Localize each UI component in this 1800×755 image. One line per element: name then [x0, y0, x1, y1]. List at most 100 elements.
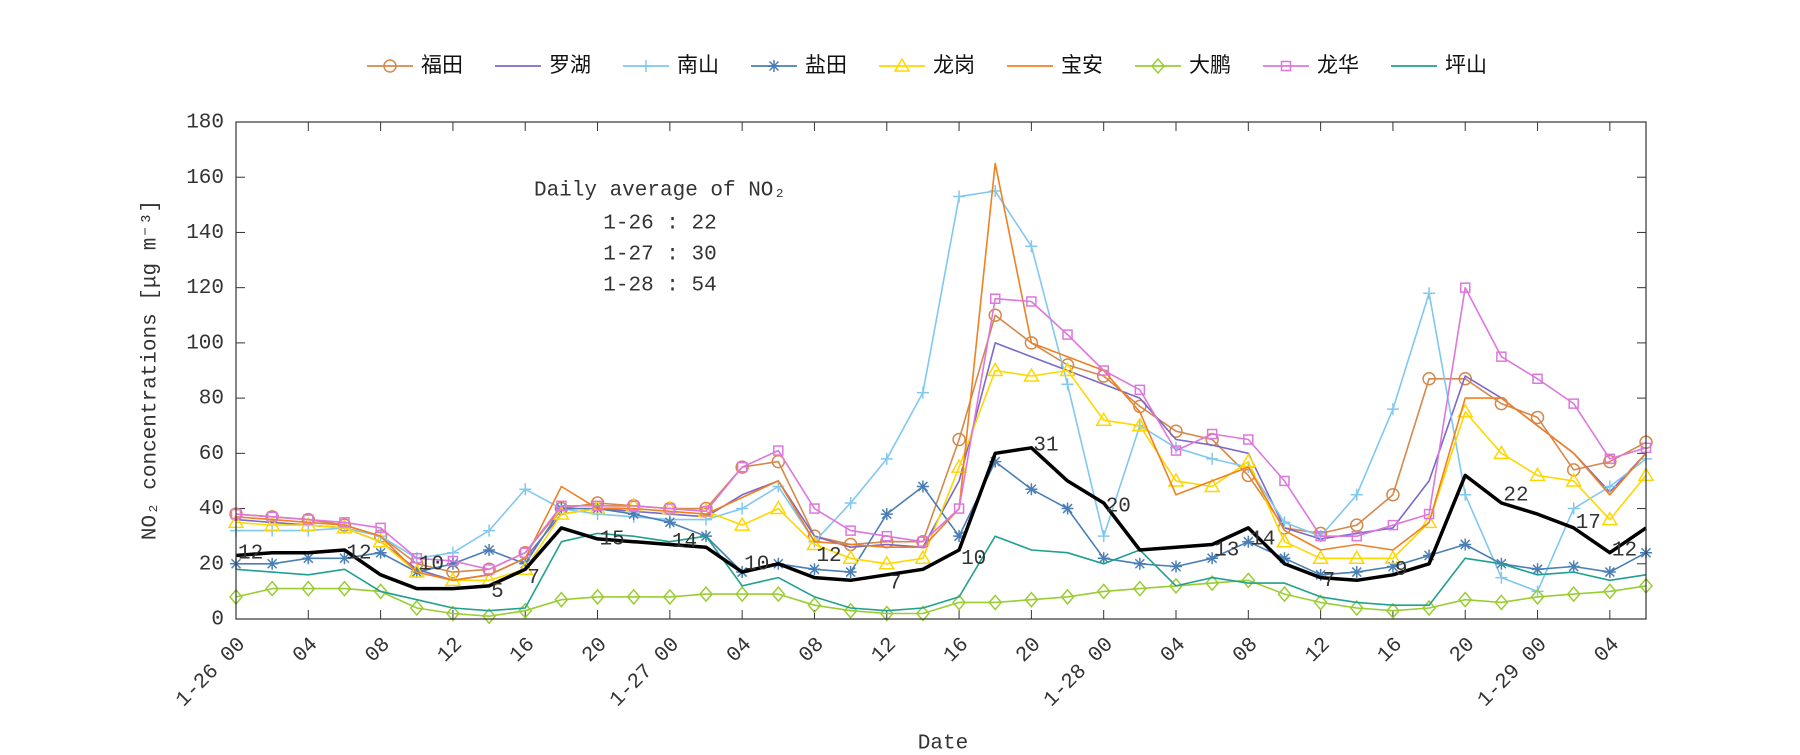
marker	[1459, 488, 1472, 501]
marker	[663, 516, 676, 529]
y-tick-label: 40	[199, 498, 224, 521]
marker	[1315, 530, 1326, 542]
annotation: 10	[419, 553, 444, 576]
y-tick-label: 20	[199, 553, 224, 576]
marker	[411, 553, 423, 564]
legend-label: 宝安	[1061, 53, 1103, 77]
marker	[447, 555, 459, 567]
marker	[1313, 594, 1328, 611]
annotation: 5	[491, 581, 504, 604]
text-box-line: 1-28 : 54	[603, 275, 716, 298]
annotation: 7	[527, 567, 540, 590]
marker	[337, 580, 352, 597]
marker	[1386, 403, 1399, 416]
marker	[1385, 602, 1400, 619]
x-tick-label: 1-27 00	[606, 634, 685, 713]
marker	[1495, 571, 1508, 584]
marker	[1243, 434, 1254, 445]
marker	[1206, 428, 1218, 440]
x-tick-label: 04	[289, 634, 323, 668]
marker	[1060, 588, 1075, 606]
x-tick-label: 20	[1012, 634, 1046, 668]
y-tick-label: 160	[186, 167, 224, 190]
marker	[1276, 533, 1293, 548]
annotation: 31	[1033, 435, 1058, 458]
marker	[1602, 583, 1617, 600]
marker	[1567, 560, 1580, 573]
marker	[1494, 594, 1509, 611]
series-line	[235, 446, 1647, 591]
marker	[1279, 475, 1290, 487]
marker	[1423, 549, 1436, 562]
marker	[266, 511, 278, 523]
marker	[1170, 445, 1182, 456]
x-tick-label: 08	[795, 634, 829, 668]
marker	[1349, 599, 1364, 617]
marker	[1314, 568, 1327, 581]
legend-label: 大鹏	[1189, 53, 1231, 77]
marker	[733, 516, 751, 531]
marker	[1025, 483, 1038, 496]
marker	[989, 185, 1002, 198]
y-tick-label: 0	[211, 609, 224, 632]
marker	[1203, 477, 1221, 493]
x-tick-label: 04	[1157, 634, 1191, 668]
marker	[1531, 563, 1544, 576]
marker	[809, 503, 820, 514]
x-tick-label: 08	[361, 634, 395, 668]
marker	[988, 308, 1002, 323]
marker	[1387, 519, 1399, 531]
marker	[1098, 365, 1109, 376]
marker	[699, 585, 713, 603]
marker	[1423, 508, 1435, 520]
marker	[1097, 530, 1110, 543]
marker	[1532, 373, 1543, 385]
marker	[808, 563, 821, 576]
marker	[1420, 513, 1438, 529]
legend-label: 龙华	[1317, 53, 1359, 77]
marker	[409, 599, 424, 617]
legend-label: 罗湖	[549, 53, 591, 77]
marker	[842, 549, 859, 565]
marker	[1386, 560, 1399, 573]
marker	[1133, 557, 1146, 570]
y-tick-label: 120	[186, 277, 224, 300]
marker	[989, 293, 1001, 304]
marker	[339, 517, 350, 528]
marker	[1059, 362, 1076, 377]
marker	[1242, 535, 1255, 548]
marker	[1312, 549, 1329, 565]
marker	[1458, 591, 1473, 608]
marker	[735, 460, 749, 474]
x-tick-label: 20	[1446, 634, 1480, 668]
marker	[592, 500, 603, 512]
marker	[1386, 488, 1400, 502]
marker	[519, 483, 532, 496]
marker	[1529, 466, 1546, 482]
marker	[880, 452, 893, 465]
marker	[953, 190, 966, 203]
marker	[483, 543, 496, 556]
marker	[1603, 454, 1617, 469]
x-tick-label: 1-26 00	[172, 634, 251, 713]
marker	[1565, 472, 1582, 487]
marker	[1205, 574, 1220, 592]
marker	[989, 455, 1002, 468]
marker	[628, 500, 639, 512]
marker	[1023, 367, 1040, 382]
marker	[988, 594, 1003, 611]
marker	[1422, 372, 1436, 386]
marker	[1350, 566, 1363, 579]
marker	[338, 552, 351, 565]
marker	[263, 516, 281, 531]
marker	[301, 580, 316, 597]
marker	[445, 605, 460, 622]
marker	[1134, 384, 1146, 396]
marker	[1531, 585, 1544, 598]
marker	[554, 591, 569, 608]
marker	[986, 362, 1004, 377]
marker	[1024, 336, 1039, 350]
series-line	[235, 286, 1647, 571]
annotation: 10	[961, 548, 986, 571]
